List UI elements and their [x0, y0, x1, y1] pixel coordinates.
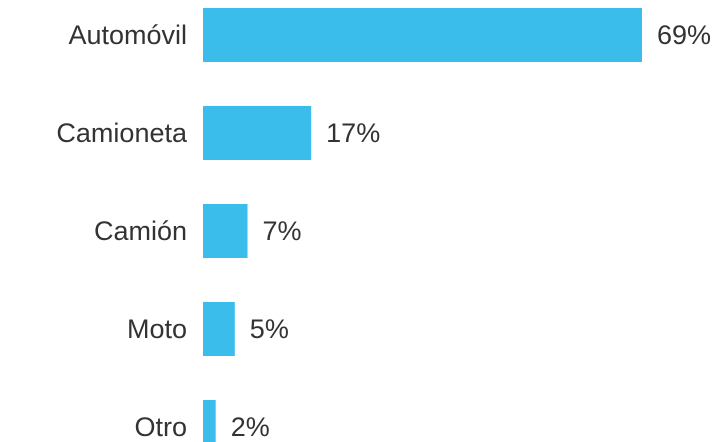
value-label-4: 2%: [231, 412, 270, 442]
bar-4: [203, 400, 216, 442]
bar-2: [203, 204, 248, 258]
category-label-1: Camioneta: [56, 118, 188, 148]
category-label-4: Otro: [134, 412, 187, 442]
value-label-1: 17%: [326, 118, 380, 148]
bar-1: [203, 106, 312, 160]
bar-3: [203, 302, 235, 356]
value-label-3: 5%: [250, 314, 289, 344]
category-label-2: Camión: [94, 216, 187, 246]
value-label-0: 69%: [657, 20, 711, 50]
category-label-0: Automóvil: [68, 20, 187, 50]
category-label-3: Moto: [127, 314, 187, 344]
value-label-2: 7%: [263, 216, 302, 246]
plot-area: Automóvil 69% Camioneta 17% Camión 7% Moto 5% Ot…: [56, 8, 711, 442]
bar-0: [203, 8, 642, 62]
